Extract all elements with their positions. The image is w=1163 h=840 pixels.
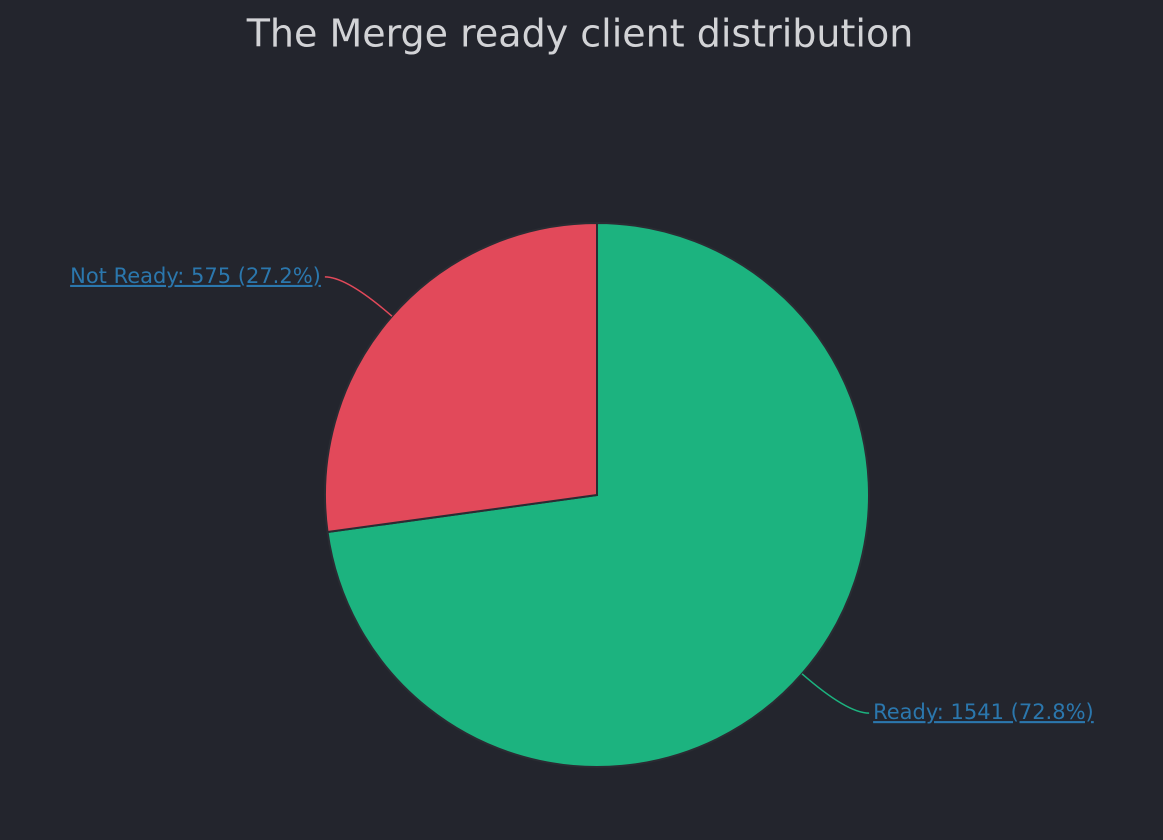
connector-line [801,673,870,714]
slice-label[interactable]: Not Ready: 575 (27.2%) [70,264,321,288]
pie-slice [326,221,870,768]
chart-title: The Merge ready client distribution [246,12,914,56]
slice-label[interactable]: Ready: 1541 (72.8%) [873,700,1094,724]
connector-line [324,276,393,317]
